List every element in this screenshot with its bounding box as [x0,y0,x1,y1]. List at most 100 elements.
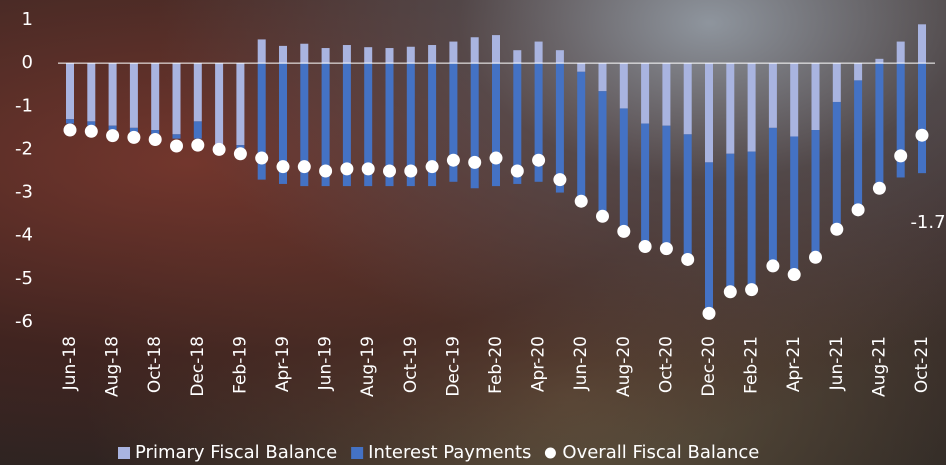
bar [662,126,670,249]
bar [662,63,670,126]
point [340,162,353,175]
point [234,147,247,160]
point [383,165,396,178]
point [873,182,886,195]
x-tick-label: Apr-21 [784,336,804,392]
point [362,162,375,175]
point [745,283,758,296]
point [639,240,652,253]
x-tick-label: Jun-18 [60,336,80,391]
bar [173,134,181,138]
point [127,131,140,144]
point [404,165,417,178]
bar [726,63,734,154]
y-tick-label: -1 [15,95,33,116]
bar [194,121,202,138]
bar [492,63,500,186]
bar [599,63,607,91]
legend-swatch [545,448,556,459]
bar [812,63,820,130]
x-tick-label: Jun-20 [571,336,591,391]
point [468,156,481,169]
point [553,173,566,186]
point [255,152,268,165]
point [170,139,183,152]
y-tick-label: 1 [22,9,33,30]
point [511,165,524,178]
x-tick-label: Dec-20 [699,336,719,397]
bar [151,63,159,130]
x-tick-label: Aug-19 [358,336,378,397]
bar [854,63,862,80]
bar [748,152,756,290]
point [213,143,226,156]
x-tick-label: Apr-20 [529,336,549,392]
bar [173,63,181,134]
x-tick-label: Jun-19 [316,336,336,391]
bar [215,63,223,147]
bar [918,24,926,63]
bar [684,63,692,134]
bar [407,47,415,63]
x-tick-label: Oct-19 [401,336,421,393]
bar [577,72,585,201]
bar [812,130,820,257]
point [106,129,119,142]
x-tick-label: Oct-20 [656,336,676,393]
x-tick-label: Oct-21 [912,336,932,393]
bar [386,48,394,63]
x-tick-label: Aug-20 [614,336,634,397]
bar [449,42,457,64]
y-tick-label: -2 [15,138,33,159]
point [490,152,503,165]
bar [705,162,713,313]
point [830,223,843,236]
bar [769,128,777,266]
bar [66,119,74,123]
point [788,268,801,281]
x-tick-label: Aug-18 [103,336,123,397]
point [575,195,588,208]
bar [875,59,883,63]
x-tick-label: Feb-21 [742,336,762,394]
bar [577,63,585,72]
point [766,259,779,272]
bar [471,63,479,188]
x-tick-label: Jun-21 [827,336,847,391]
point [724,285,737,298]
bar [620,63,628,108]
bar [130,63,138,128]
point [64,124,77,137]
bar [236,63,244,145]
bar [535,42,543,64]
bar [748,63,756,151]
bar [918,63,926,173]
bar [790,63,798,136]
legend-swatch [351,447,363,459]
bar [641,63,649,123]
bar [364,47,372,63]
bar [471,37,479,63]
chart: -6-5-4-3-2-101-1.7Jun-18Aug-18Oct-18Dec-… [0,0,946,465]
bar [300,44,308,63]
point [426,160,439,173]
x-tick-label: Aug-21 [869,336,889,397]
bar [705,63,713,162]
point [532,154,545,167]
point [660,242,673,255]
point [894,149,907,162]
point [277,160,290,173]
bar [322,48,330,63]
bar [833,102,841,229]
bar [87,63,95,121]
legend-label: Primary Fiscal Balance [135,442,337,463]
point [149,133,162,146]
point [319,165,332,178]
x-tick-label: Dec-19 [443,336,463,397]
point [596,210,609,223]
bar [556,50,564,63]
legend-label: Overall Fiscal Balance [562,442,759,463]
page: {"chart_data": { "type": "bar", "stacked… [0,0,946,465]
bar [194,63,202,121]
bar [343,45,351,63]
